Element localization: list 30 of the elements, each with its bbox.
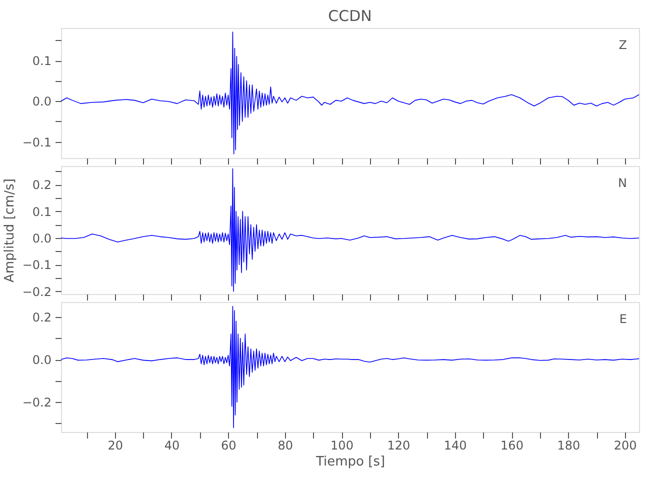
x-tick-label: 60	[221, 438, 236, 452]
y-tick-label: 0.0	[32, 232, 52, 246]
x-tick-label: 20	[108, 438, 123, 452]
annotation: N	[618, 176, 627, 190]
x-tick-label: 200	[614, 438, 637, 452]
line-series	[60, 306, 640, 428]
chart-title: CCDN	[328, 7, 372, 25]
y-tick-label: −0.1	[22, 135, 52, 150]
x-tick-label: 120	[387, 438, 410, 452]
line-series	[60, 32, 640, 154]
x-tick-label: 80	[278, 438, 293, 452]
y-tick-label: −0.1	[22, 258, 52, 272]
annotation: E	[619, 312, 627, 326]
x-tick-label: 100	[330, 438, 354, 452]
x-tick-label: 140	[444, 438, 467, 452]
x-tick-label: 40	[164, 438, 180, 452]
y-tick-label: −0.2	[22, 396, 52, 410]
line-series	[60, 168, 640, 292]
y-tick-label: 0.1	[32, 204, 52, 219]
y-tick-label: 0.2	[32, 310, 52, 324]
x-tick-label: 160	[500, 438, 524, 452]
annotation: Z	[618, 38, 627, 52]
y-tick-label: 0.1	[32, 54, 52, 68]
y-tick-label: 0.0	[32, 94, 52, 109]
y-tick-label: 0.0	[32, 353, 52, 368]
x-tick-label: 180	[557, 438, 580, 452]
y-axis-title: Amplitud [cm/s]	[2, 178, 18, 282]
x-axis-title: Tiempo [s]	[314, 454, 386, 470]
y-tick-label: −0.2	[22, 284, 52, 299]
y-tick-label: 0.2	[32, 178, 52, 192]
